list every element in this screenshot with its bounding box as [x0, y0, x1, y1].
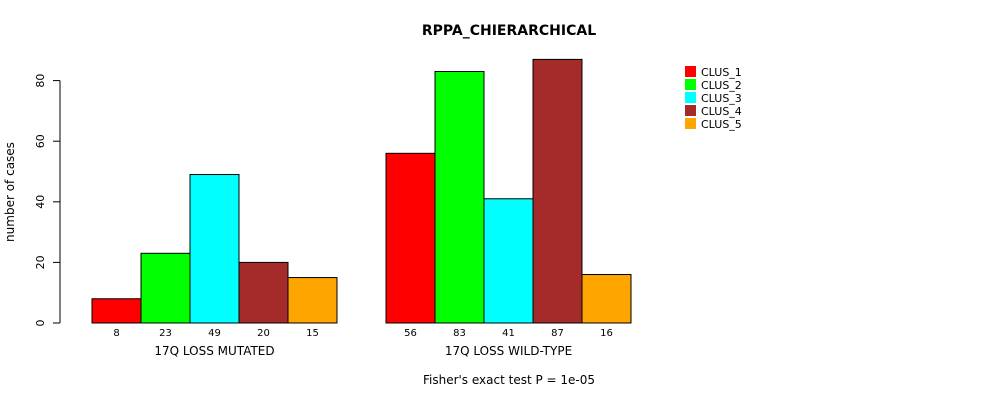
bar-clus-2-group-1 — [140, 252, 191, 324]
bar-value-label: 15 — [306, 328, 319, 339]
legend-label: CLUS_2 — [701, 79, 742, 92]
chart-title: RPPA_CHIERARCHICAL — [422, 23, 596, 39]
bar-value-label: 8 — [113, 328, 119, 339]
legend-label: CLUS_5 — [701, 118, 742, 131]
bar-clus-1-group-1 — [91, 298, 142, 324]
value-labels: 8 23 49 20 15 56 83 41 87 16 — [113, 328, 613, 339]
bar-value-label: 20 — [257, 328, 270, 339]
bar-clus-1-group-2 — [385, 152, 436, 324]
bar-value-label: 49 — [208, 328, 221, 339]
y-tick-label: 60 — [34, 134, 47, 148]
bar-value-label: 41 — [502, 328, 515, 339]
bar-value-label: 56 — [404, 328, 417, 339]
legend-swatch — [685, 79, 696, 90]
legend-swatch — [685, 105, 696, 116]
group-label-1: 17Q LOSS MUTATED — [154, 344, 274, 358]
y-tick-label: 0 — [34, 320, 47, 327]
group-labels: 17Q LOSS MUTATED 17Q LOSS WILD-TYPE — [154, 344, 572, 358]
bar-clus-4-group-2 — [532, 58, 583, 324]
bar-value-label: 23 — [159, 328, 172, 339]
bar-clus-3-group-1 — [189, 174, 240, 324]
bar-value-label: 87 — [551, 328, 564, 339]
bars — [91, 58, 632, 324]
y-axis-label: number of cases — [3, 142, 17, 242]
bar-value-label: 83 — [453, 328, 466, 339]
bar-clus-2-group-2 — [434, 71, 485, 324]
legend-swatch — [685, 118, 696, 129]
y-tick-label: 40 — [34, 195, 47, 209]
group-label-2: 17Q LOSS WILD-TYPE — [445, 344, 572, 358]
legend-label: CLUS_1 — [701, 66, 742, 79]
y-tick-label: 80 — [34, 74, 47, 88]
footnote: Fisher's exact test P = 1e-05 — [423, 373, 595, 387]
y-tick-label: 20 — [34, 255, 47, 269]
legend-label: CLUS_3 — [701, 92, 742, 105]
legend-label: CLUS_4 — [701, 105, 742, 118]
legend-swatch — [685, 92, 696, 103]
bar-clus-3-group-2 — [483, 198, 534, 324]
bar-clus-5-group-1 — [287, 277, 338, 324]
legend-swatch — [685, 66, 696, 77]
y-axis: 0 20 40 60 80 — [34, 74, 61, 327]
bar-clus-4-group-1 — [238, 261, 289, 324]
bar-value-label: 16 — [600, 328, 613, 339]
bar-clus-5-group-2 — [581, 274, 632, 324]
